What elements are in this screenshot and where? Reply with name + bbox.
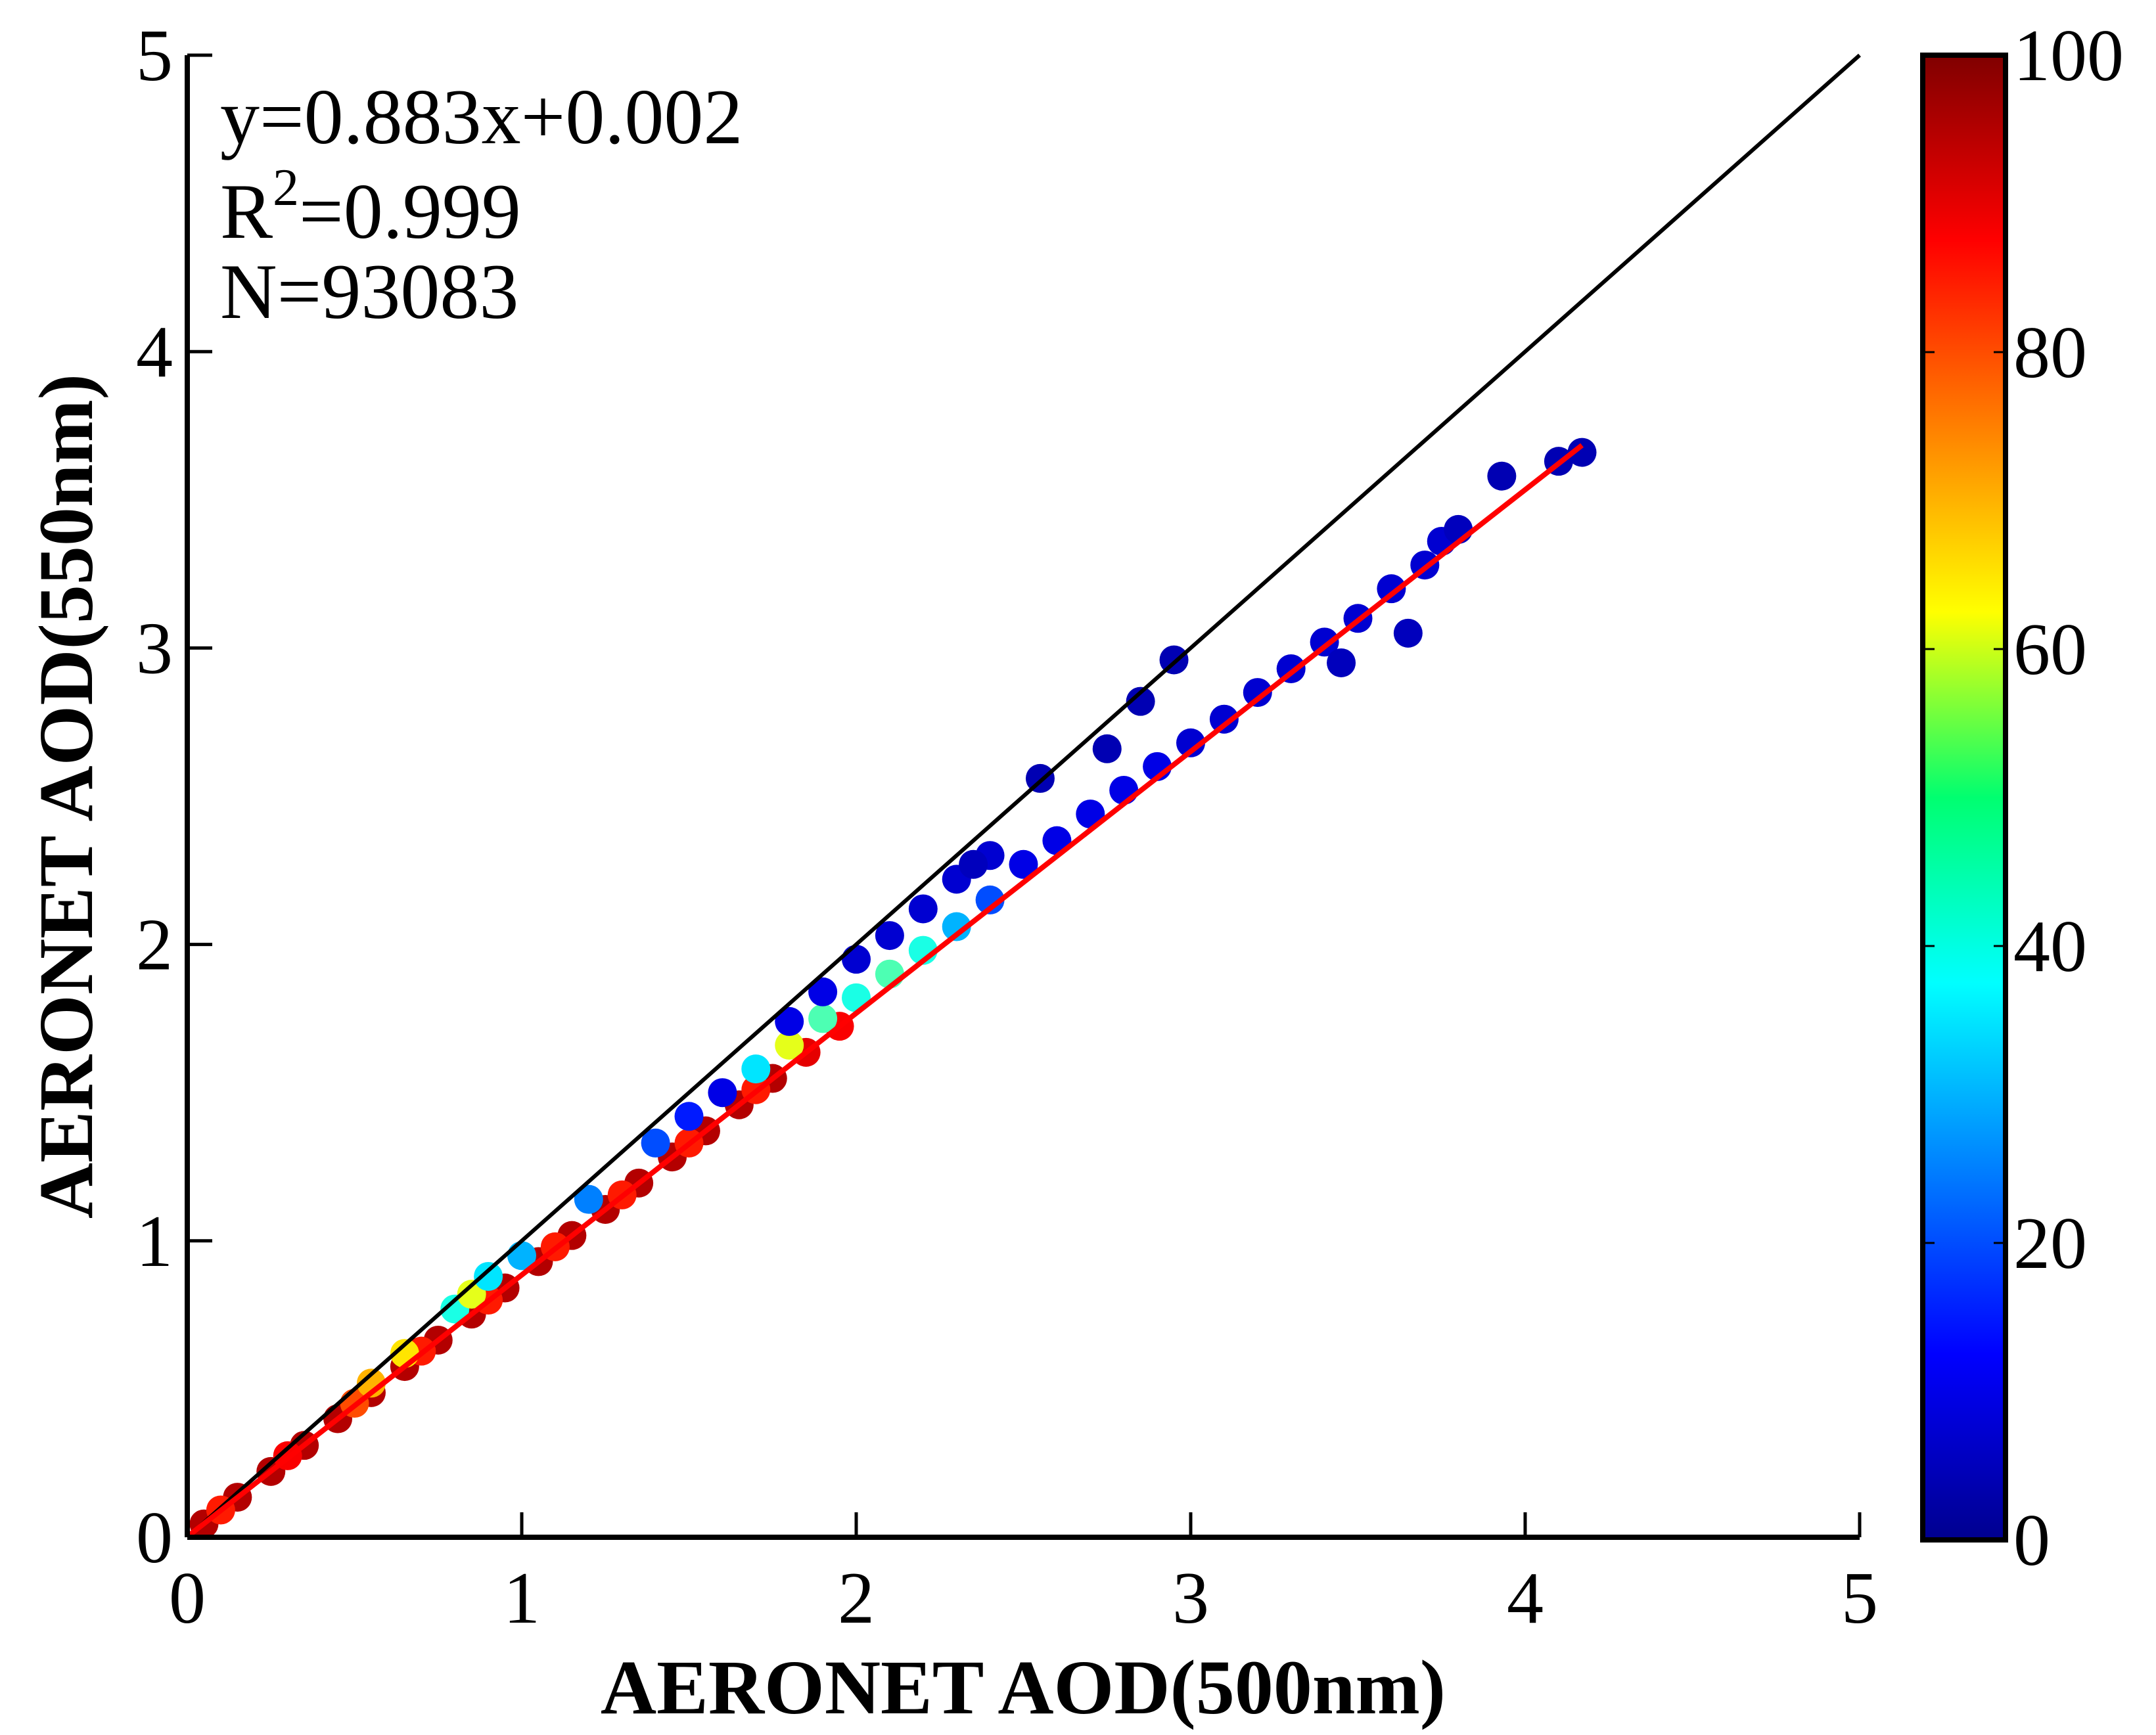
colorbar-tick-label: 100 — [2013, 15, 2124, 97]
data-point — [975, 885, 1005, 914]
colorbar-ticks: 0 20 40 60 80 100 — [1923, 15, 2124, 1581]
colorbar-tick-label: 20 — [2013, 1203, 2087, 1284]
fit-line — [185, 443, 1584, 1539]
data-point — [942, 912, 971, 941]
x-tick-label: 2 — [838, 1558, 875, 1639]
data-point — [641, 1128, 670, 1158]
y-tick-label: 0 — [136, 1497, 173, 1579]
data-point — [674, 1102, 704, 1131]
y-tick-label: 2 — [136, 905, 173, 986]
data-point — [808, 977, 838, 1006]
y-axis-label: AERONET AOD(550nm) — [23, 374, 109, 1219]
axes: 0 1 2 3 4 5 0 1 2 3 4 5 — [136, 15, 1878, 1639]
data-point — [741, 1054, 771, 1084]
data-point — [1176, 728, 1205, 757]
data-point — [842, 945, 871, 974]
colorbar-tick-label: 0 — [2013, 1500, 2050, 1581]
data-point — [474, 1261, 503, 1291]
data-point — [1567, 438, 1597, 467]
data-point — [959, 849, 988, 879]
data-point — [1487, 461, 1517, 491]
equation-label: y=0.883x+0.002 — [220, 73, 743, 160]
data-point — [775, 1006, 804, 1036]
one-to-one-line — [186, 53, 1861, 1539]
data-point — [1092, 734, 1122, 763]
data-point — [1009, 849, 1038, 879]
x-tick-label: 5 — [1841, 1558, 1878, 1639]
data-point — [908, 894, 938, 924]
x-tick-label: 4 — [1507, 1558, 1544, 1639]
data-point — [1327, 648, 1356, 677]
data-point — [708, 1078, 737, 1108]
x-axis-label: AERONET AOD(500nm) — [601, 1644, 1446, 1730]
data-point — [875, 921, 904, 951]
r2-label: R2=0.999 — [220, 159, 521, 255]
x-tick-label: 3 — [1172, 1558, 1209, 1639]
data-point — [574, 1184, 603, 1214]
data-point — [1243, 678, 1272, 708]
y-tick-label: 4 — [136, 311, 173, 393]
data-point — [1209, 704, 1239, 734]
data-point — [1377, 574, 1406, 604]
colorbar-tick-label: 80 — [2013, 312, 2087, 394]
scatter-points — [189, 438, 1597, 1539]
y-tick-label: 3 — [136, 608, 173, 689]
data-point — [1126, 687, 1155, 716]
colorbar-tick-label: 40 — [2013, 906, 2087, 987]
colorbar — [1920, 53, 2008, 1543]
x-tick-label: 1 — [503, 1558, 540, 1639]
x-tick-label: 0 — [169, 1558, 206, 1639]
data-point — [1109, 775, 1139, 805]
data-point — [808, 1004, 838, 1033]
n-label: N=93083 — [220, 248, 518, 335]
y-tick-label: 5 — [136, 15, 173, 97]
data-point — [775, 1031, 804, 1060]
data-point — [1393, 618, 1423, 648]
y-tick-label: 1 — [136, 1201, 173, 1282]
colorbar-tick-label: 60 — [2013, 609, 2087, 690]
